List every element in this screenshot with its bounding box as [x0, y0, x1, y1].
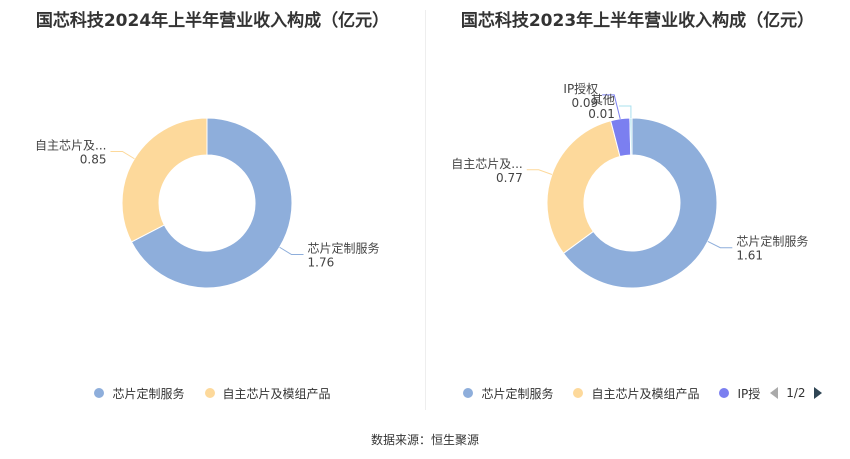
slice-label: 其他 [591, 93, 615, 107]
slice-label: 芯片定制服务 [308, 241, 380, 256]
legend-dot [94, 388, 105, 398]
label-leader-line [279, 246, 304, 256]
slice-value-label: 0.09 [571, 96, 598, 110]
pie-slice [562, 117, 718, 289]
legend-label: IP授 [737, 386, 761, 401]
slice-value-label: 0.01 [588, 107, 615, 121]
label-leader-line [602, 94, 621, 119]
slice-value-label: 1.61 [736, 249, 763, 263]
legend-dot [573, 388, 584, 398]
label-leader-line [707, 240, 733, 249]
legend-item-chip-custom[interactable]: 芯片定制服务 [94, 385, 185, 402]
pager-text: 1/2 [786, 386, 806, 400]
chart-title: 国芯科技2023年上半年营业收入构成（亿元） [460, 11, 815, 31]
slice-value-label: 0.85 [80, 152, 107, 166]
slice-label: 自主芯片及... [451, 157, 522, 171]
slice-label: IP授权 [563, 81, 598, 96]
slice-value-label: 0.77 [496, 171, 523, 185]
pie-slice [130, 117, 293, 289]
label-leader-line [618, 105, 632, 119]
legend-dot [719, 388, 730, 398]
label-leader-line [110, 150, 135, 160]
pie-slice [629, 117, 633, 156]
legend-pager: 1/2 [770, 386, 822, 400]
panel-divider [425, 10, 426, 410]
legend-item-own-chip[interactable]: 自主芯片及模组产品 [204, 385, 331, 402]
label-leader-line [526, 169, 553, 175]
data-source: 数据来源：恒生聚源 [370, 433, 479, 447]
pie-slice [546, 120, 621, 255]
legend-item-ip[interactable]: IP授 [719, 385, 760, 402]
legend: 芯片定制服务 自主芯片及模组产品 IP授 1/2 [425, 383, 850, 403]
legend-dot [204, 388, 215, 398]
legend-label: 自主芯片及模组产品 [222, 386, 331, 401]
chart-title: 国芯科技2024年上半年营业收入构成（亿元） [35, 11, 390, 31]
slice-label: 芯片定制服务 [736, 234, 808, 249]
legend-label: 自主芯片及模组产品 [591, 386, 700, 401]
legend-item-chip-custom[interactable]: 芯片定制服务 [463, 385, 553, 402]
legend-dot [463, 388, 474, 398]
legend-label: 芯片定制服务 [481, 386, 554, 401]
slice-label: 自主芯片及... [35, 138, 106, 152]
legend: 芯片定制服务 自主芯片及模组产品 [0, 383, 425, 403]
slice-value-label: 1.76 [308, 256, 335, 270]
legend-label: 芯片定制服务 [112, 386, 185, 401]
legend-item-own-chip[interactable]: 自主芯片及模组产品 [573, 385, 699, 402]
pager-prev-icon[interactable] [770, 387, 779, 399]
pager-next-icon[interactable] [813, 387, 822, 399]
chart-panel-2024: 国芯科技2024年上半年营业收入构成（亿元） 芯片定制服务 1.76 自主芯片及..… [0, 0, 425, 410]
chart-panel-2023: 国芯科技2023年上半年营业收入构成（亿元） 芯片定制服务 1.61 自主芯片及..… [425, 0, 850, 410]
pie-slice [121, 117, 208, 243]
